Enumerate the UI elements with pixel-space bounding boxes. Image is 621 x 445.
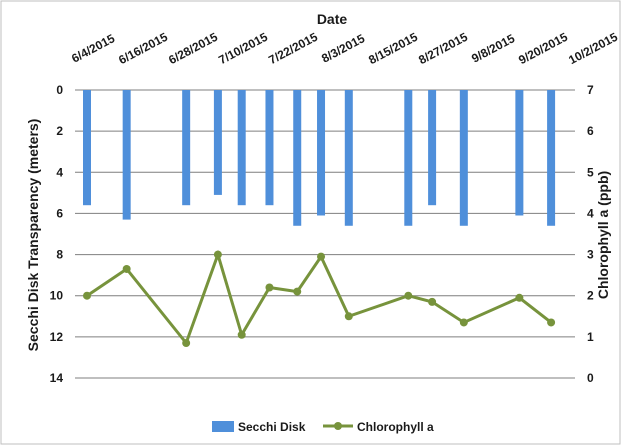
secchi-bar xyxy=(293,90,302,226)
y-right-tick-label: 1 xyxy=(587,330,594,344)
legend-label-secchi: Secchi Disk xyxy=(238,420,306,434)
chlorophyll-point xyxy=(547,318,556,327)
secchi-bar xyxy=(317,90,326,216)
y-left-tick-label: 10 xyxy=(50,289,64,303)
chlorophyll-point xyxy=(237,330,246,339)
secchi-bar xyxy=(515,90,524,216)
chlorophyll-point xyxy=(83,291,91,300)
y-right-tick-label: 2 xyxy=(587,289,594,303)
y-right-tick-label: 6 xyxy=(587,124,594,138)
secchi-bar xyxy=(404,90,413,226)
line-layer xyxy=(83,249,556,348)
legend-swatch-chlorophyll-marker xyxy=(334,422,342,430)
y-left-tick-label: 2 xyxy=(56,124,63,138)
chlorophyll-point xyxy=(122,264,131,273)
chlorophyll-point xyxy=(213,250,222,259)
secchi-bar xyxy=(547,90,556,226)
chlorophyll-point xyxy=(293,287,302,296)
secchi-bar xyxy=(459,90,468,226)
y-left-tick-label: 8 xyxy=(56,248,63,262)
secchi-bar xyxy=(182,90,191,206)
y-right-tick-label: 0 xyxy=(587,371,594,385)
secchi-bar xyxy=(237,90,246,206)
chlorophyll-point xyxy=(344,312,353,321)
y-left-tick-label: 0 xyxy=(56,83,63,97)
secchi-bar xyxy=(122,90,131,220)
y-right-tick-label: 4 xyxy=(587,206,594,220)
chlorophyll-point xyxy=(459,318,468,327)
y-left-tick-label: 6 xyxy=(56,206,63,220)
y-right-tick-label: 3 xyxy=(587,248,594,262)
chlorophyll-line xyxy=(86,249,553,347)
secchi-bar xyxy=(213,90,222,195)
y-left-tick-label: 12 xyxy=(50,330,64,344)
grid-layer xyxy=(75,89,575,379)
bar-layer xyxy=(83,90,556,226)
y-left-tick-label: 4 xyxy=(56,165,63,179)
y-axis-right-title: Chlorophyll a (ppb) xyxy=(595,171,611,299)
legend-label-chlorophyll: Chlorophyll a xyxy=(357,420,434,434)
chlorophyll-point xyxy=(404,291,413,300)
secchi-bar xyxy=(428,90,437,206)
secchi-bar xyxy=(344,90,353,226)
chlorophyll-point xyxy=(515,293,524,302)
y-left-tick-label: 14 xyxy=(50,371,64,385)
chlorophyll-point xyxy=(265,283,274,292)
chlorophyll-point xyxy=(317,252,326,261)
legend-swatch-secchi xyxy=(212,421,234,432)
y-right-tick-label: 7 xyxy=(587,83,594,97)
x-axis-title: Date xyxy=(317,11,348,27)
y-axis-left-title: Secchi Disk Transparency (meters) xyxy=(25,119,41,352)
y-right-tick-label: 5 xyxy=(587,165,594,179)
chlorophyll-point xyxy=(428,297,437,306)
secchi-bar xyxy=(265,90,274,206)
secchi-bar xyxy=(83,90,91,206)
legend-layer: Secchi Disk Chlorophyll a xyxy=(212,420,434,434)
chlorophyll-point xyxy=(182,339,191,348)
